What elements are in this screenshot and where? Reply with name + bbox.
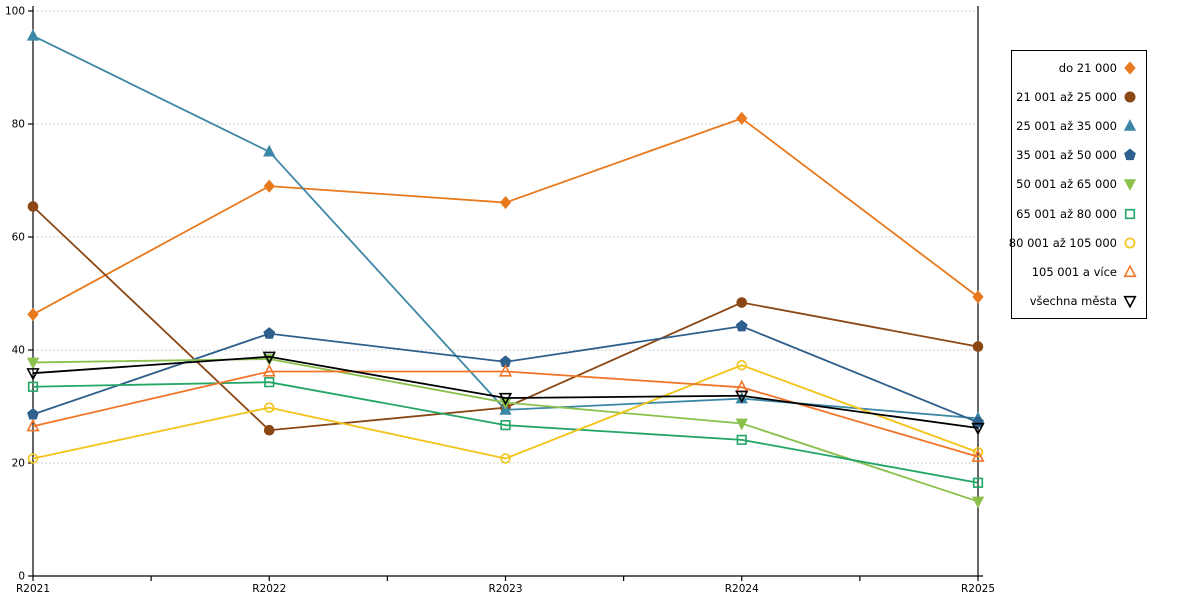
legend-marker-shape xyxy=(1124,61,1136,75)
legend-item[interactable]: 35 001 až 50 000 xyxy=(1012,142,1146,169)
triangle-down-marker-icon xyxy=(1123,296,1137,309)
legend-marker-shape xyxy=(1124,237,1136,249)
legend-label: 25 001 až 35 000 xyxy=(1016,119,1117,134)
data-point-circle xyxy=(27,201,39,212)
data-point-pentagon xyxy=(735,319,748,332)
legend-item[interactable]: 105 001 a více xyxy=(1012,259,1146,286)
data-point-circle-open xyxy=(736,360,747,371)
data-point-triangle-down xyxy=(971,496,985,509)
data-point-circle-open xyxy=(27,453,39,464)
data-point-triangle-down-open xyxy=(971,422,985,436)
legend-label: všechna města xyxy=(1029,294,1117,309)
data-point-diamond xyxy=(27,307,39,321)
legend-marker-shape xyxy=(1124,208,1136,219)
data-point-circle xyxy=(263,424,275,436)
legend-marker-shape xyxy=(1124,148,1136,161)
data-point-circle xyxy=(972,341,984,352)
data-point-diamond xyxy=(263,179,275,193)
data-point-diamond xyxy=(972,290,984,304)
legend-label: do 21 000 xyxy=(1058,60,1117,75)
x-tick-label: R2023 xyxy=(488,583,522,595)
legend-label: 21 001 až 25 000 xyxy=(1016,89,1117,104)
y-tick-label: 20 xyxy=(12,458,25,470)
circle-marker-icon xyxy=(1124,237,1136,249)
diamond-marker-icon xyxy=(1124,61,1136,75)
data-point-triangle-up-open xyxy=(262,363,276,377)
triangle-down-marker-icon xyxy=(1123,179,1137,192)
series-line xyxy=(32,364,979,460)
legend: do 21 000 21 001 až 25 000 25 001 až 35 00… xyxy=(1008,50,1147,319)
data-point-circle xyxy=(736,297,748,308)
data-point-square-open xyxy=(500,420,511,431)
series-line xyxy=(32,355,979,429)
triangle-up-marker-icon xyxy=(1123,265,1137,278)
y-tick-label: 40 xyxy=(12,345,25,357)
data-point-circle-open xyxy=(264,402,275,413)
y-tick-label: 100 xyxy=(5,6,25,18)
data-point-diamond xyxy=(499,195,512,210)
legend-marker-shape xyxy=(1124,91,1136,103)
data-point-square-open xyxy=(972,477,984,488)
pentagon-marker-icon xyxy=(1124,148,1136,161)
data-point-square-open xyxy=(264,377,275,388)
legend-label: 105 001 a více xyxy=(1031,265,1117,280)
data-point-triangle-down-open xyxy=(262,351,276,365)
data-point-triangle-down-open xyxy=(735,390,749,404)
legend-label: 80 001 až 105 000 xyxy=(1008,235,1117,250)
circle-marker-icon xyxy=(1124,91,1136,103)
legend-label: 50 001 až 65 000 xyxy=(1016,177,1117,192)
x-tick-label: R2022 xyxy=(252,583,286,595)
data-point-circle-open xyxy=(500,453,511,464)
legend-marker-shape xyxy=(1123,119,1137,131)
data-point-triangle-up xyxy=(26,28,40,41)
data-point-triangle-down xyxy=(26,357,40,370)
data-point-triangle-down-open xyxy=(498,392,513,406)
legend-marker-shape xyxy=(1123,179,1137,192)
legend-item[interactable]: všechna města xyxy=(1012,288,1146,315)
data-point-triangle-up-open xyxy=(26,418,40,432)
legend-item[interactable]: do 21 000 xyxy=(1012,54,1146,81)
data-point-triangle-up-open xyxy=(498,363,513,377)
legend-item[interactable]: 21 001 až 25 000 xyxy=(1012,83,1146,110)
series-line xyxy=(32,205,979,432)
data-point-triangle-up-open xyxy=(971,449,985,462)
y-tick-label: 80 xyxy=(12,119,25,131)
square-marker-icon xyxy=(1124,208,1136,219)
legend-label: 65 001 až 80 000 xyxy=(1016,206,1117,221)
x-tick-label: R2025 xyxy=(961,583,995,595)
data-point-square-open xyxy=(736,434,747,445)
data-point-triangle-down-open xyxy=(26,368,40,381)
series-line xyxy=(32,381,979,484)
legend-marker-shape xyxy=(1123,296,1137,309)
y-tick-label: 0 xyxy=(18,571,25,583)
legend-item[interactable]: 80 001 až 105 000 xyxy=(1008,229,1146,256)
data-point-square-open xyxy=(27,381,39,392)
x-tick-label: R2024 xyxy=(725,583,759,595)
legend-item[interactable]: 25 001 až 35 000 xyxy=(1012,113,1146,140)
legend-item[interactable]: 50 001 až 65 000 xyxy=(1012,171,1146,198)
x-tick-label: R2021 xyxy=(16,583,50,595)
data-point-diamond xyxy=(736,111,748,125)
series-line xyxy=(32,370,979,458)
series-line xyxy=(32,117,979,316)
y-tick-label: 60 xyxy=(12,232,25,244)
legend-item[interactable]: 65 001 až 80 000 xyxy=(1012,200,1146,227)
legend-marker-shape xyxy=(1123,265,1137,278)
data-point-triangle-up xyxy=(263,144,276,157)
data-point-pentagon xyxy=(27,407,39,420)
data-point-pentagon xyxy=(263,327,276,339)
triangle-up-marker-icon xyxy=(1123,119,1137,131)
data-point-triangle-down xyxy=(735,418,748,431)
legend-label: 35 001 až 50 000 xyxy=(1016,148,1117,163)
